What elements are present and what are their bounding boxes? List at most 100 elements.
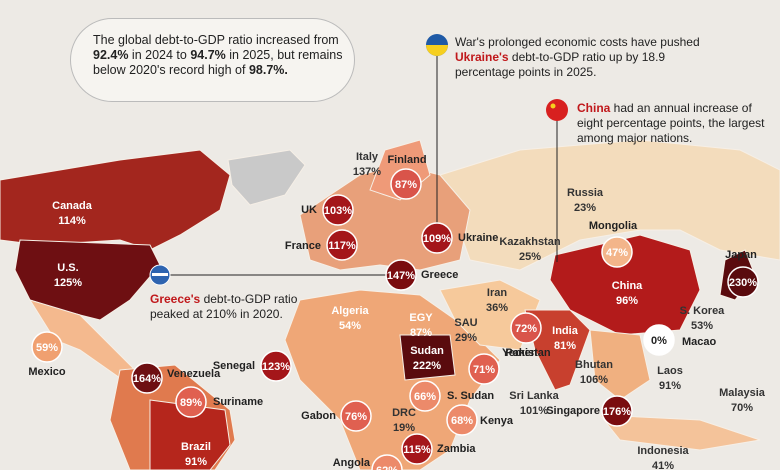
country-name: Yemen [502,347,538,359]
annotation-text: in 2025, but remains below 2020's record… [93,48,343,77]
country-value: 91% [659,380,681,392]
country-value: 115% [403,444,431,456]
country-name: Malaysia [719,387,766,399]
value-bubble [340,400,372,432]
country-value: 66% [414,391,436,403]
country-value: 36% [486,302,508,314]
country-name: Pakistan [505,347,551,359]
country-name: Algeria [331,305,369,317]
country-name: Italy [356,151,379,163]
annotation-text: 94.7% [190,48,226,62]
country-name: Sri Lanka [509,390,559,402]
country-name: Angola [333,457,371,469]
country-value: 87% [395,179,417,191]
country-name: Kenya [480,415,514,427]
country-value: 41% [652,460,674,470]
annotation-text: War's prolonged economic costs have push… [455,35,700,49]
country-name: SAU [454,317,477,329]
country-name: Venezuela [167,368,221,380]
country-value: 76% [345,411,367,423]
flag-ukraine [426,34,448,56]
country-name: Indonesia [637,445,689,457]
value-bubble [643,324,675,356]
annotation: The global debt-to-GDP ratio increased f… [70,18,355,102]
annotation: War's prolonged economic costs have push… [455,35,715,80]
country-value: 70% [731,402,753,414]
value-bubble [390,168,422,200]
country-value: 68% [451,415,473,427]
country-value: 47% [606,247,628,259]
country-name: India [552,325,579,337]
country-value: 147% [387,270,415,282]
country-value: 62% [376,465,398,470]
annotation-text: 92.4% [93,48,129,62]
country-value: 117% [328,240,356,252]
annotation-text: debt-to-GDP ratio up by 18.9 percentage … [455,50,666,79]
land [0,139,780,470]
country-name: Macao [682,336,717,348]
value-bubble [601,236,633,268]
value-bubble [510,312,542,344]
country-name: Kazakhstan [499,236,560,248]
country-value: 19% [393,422,415,434]
country-value: 230% [729,277,757,289]
country-value: 106% [580,374,608,386]
country-value: 0% [651,335,667,347]
annotation-text: Greece's [150,292,201,306]
value-bubble [175,386,207,418]
annotation: China had an annual increase of eight pe… [577,101,777,146]
flag-china [546,99,568,121]
country-name: U.S. [57,262,78,274]
country-name: Zambia [437,443,476,455]
country-value: 81% [554,340,576,352]
country-value: 71% [473,364,495,376]
value-bubble [31,331,63,363]
country-value: 176% [603,406,631,418]
value-bubble [446,404,478,436]
annotation-text: The global debt-to-GDP ratio increased f… [93,33,339,47]
country-value: 101% [520,405,548,417]
country-value: 87% [410,327,432,339]
country-value: 222% [413,360,441,372]
country-name: Senegal [213,360,255,372]
value-bubble [326,229,358,261]
country-name: Gabon [301,410,336,422]
country-name: EGY [409,312,433,324]
country-value: 23% [574,202,596,214]
annotation-text: in 2024 to [128,48,191,62]
value-bubble [468,353,500,385]
country-value: 29% [455,332,477,344]
country-labels: Canada 114% U.S. 125% 59% Mexico 164% Venezuela… [28,151,766,470]
annotation-text: China [577,101,611,115]
country-name: Sudan [410,345,444,357]
country-name: Finland [387,154,426,166]
country-value: 25% [519,251,541,263]
annotation: Greece's debt-to-GDP ratio peaked at 210… [150,292,315,322]
annotation-text: 98.7%. [248,63,288,77]
country-name: Russia [567,187,604,199]
value-bubble [260,350,292,382]
country-value: 72% [515,323,537,335]
country-value: 91% [185,456,207,468]
country-value: 109% [423,233,451,245]
value-bubble [409,380,441,412]
country-value: 114% [58,215,86,227]
country-name: Ukraine [458,232,498,244]
country-name: S. Korea [680,305,726,317]
country-value: 123% [262,361,290,373]
country-name: DRC [392,407,416,419]
country-value: 125% [54,277,82,289]
value-bubble [322,194,354,226]
country-value: 59% [36,342,58,354]
annotation-text: Ukraine's [455,50,509,64]
value-bubble [401,433,433,465]
country-name: Greece [421,269,458,281]
country-name: Laos [657,365,683,377]
country-name: Singapore [546,405,600,417]
country-name: Canada [52,200,93,212]
flag-greece [149,264,171,286]
value-bubble [385,259,417,291]
country-value: 103% [324,205,352,217]
country-value: 164% [133,373,161,385]
